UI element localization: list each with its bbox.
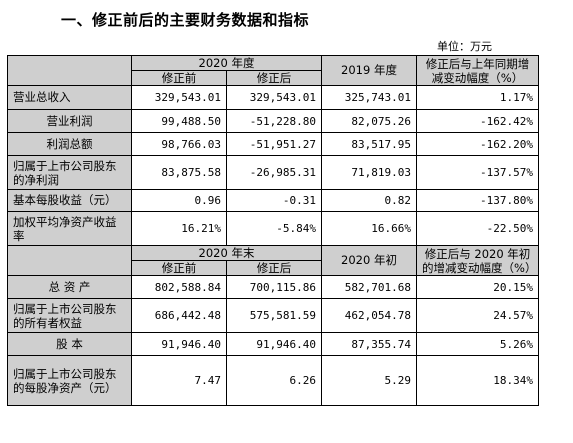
prior-value: 87,355.74 xyxy=(321,332,418,356)
before-value: 99,488.50 xyxy=(131,109,227,133)
row-label: 营业总收入 xyxy=(7,85,132,110)
change-value: -137.80% xyxy=(416,189,540,212)
financial-table: 2020 年度 2019 年度 修正后与上年同期增减变动幅度（%） 修正前 修正… xyxy=(7,55,540,406)
before-value: 0.96 xyxy=(131,189,227,212)
section1-header-row: 2020 年度 2019 年度 修正后与上年同期增减变动幅度（%） xyxy=(7,55,540,86)
change-value: -22.50% xyxy=(416,211,540,246)
after-value: -51,228.80 xyxy=(225,109,323,133)
after-value: -51,951.27 xyxy=(225,132,323,156)
table-row: 营业总收入 329,543.01 329,543.01 325,743.01 1… xyxy=(7,85,540,110)
table-row: 利润总额 98,766.03 -51,951.27 83,517.95 -162… xyxy=(7,132,540,156)
before-value: 686,442.48 xyxy=(131,298,227,333)
change-value: 24.57% xyxy=(416,298,540,333)
table-row: 归属于上市公司股东的净利润 83,875.58 -26,985.31 71,81… xyxy=(7,155,540,190)
period-header: 2020 年度 xyxy=(130,55,323,71)
table-row: 归属于上市公司股东的所有者权益 686,442.48 575,581.59 46… xyxy=(7,298,540,333)
change-value: 18.34% xyxy=(416,355,540,406)
prior-period-header: 2020 年初 xyxy=(321,245,418,276)
change-value: -137.57% xyxy=(416,155,540,190)
table-row: 加权平均净资产收益率 16.21% -5.84% 16.66% -22.50% xyxy=(7,211,540,246)
change-value: -162.20% xyxy=(416,132,540,156)
row-label: 营业利润 xyxy=(7,109,132,133)
section1-subheader-row: 修正前 修正后 xyxy=(8,70,539,86)
change-value: 1.17% xyxy=(416,85,540,110)
prior-value: 71,819.03 xyxy=(321,155,418,190)
before-header: 修正前 xyxy=(131,70,227,86)
before-value: 83,875.58 xyxy=(131,155,227,190)
table-row: 营业利润 99,488.50 -51,228.80 82,075.26 -162… xyxy=(7,109,540,133)
table-row: 股 本 91,946.40 91,946.40 87,355.74 5.26% xyxy=(7,332,540,356)
before-value: 329,543.01 xyxy=(131,85,227,110)
change-value: -162.42% xyxy=(416,109,540,133)
after-value: -26,985.31 xyxy=(225,155,323,190)
prior-value: 0.82 xyxy=(321,189,418,212)
row-label: 归属于上市公司股东的净利润 xyxy=(7,155,132,190)
row-label: 利润总额 xyxy=(7,132,132,156)
before-value: 16.21% xyxy=(131,211,227,246)
after-value: 329,543.01 xyxy=(225,85,323,110)
prior-value: 5.29 xyxy=(321,355,418,406)
change-value: 5.26% xyxy=(416,332,540,356)
period-header: 2020 年末 xyxy=(130,245,323,261)
table-row: 归属于上市公司股东的每股净资产（元） 7.47 6.26 5.29 18.34% xyxy=(7,355,540,406)
after-value: 91,946.40 xyxy=(225,332,323,356)
after-value: -5.84% xyxy=(225,211,323,246)
section-title: 一、修正前后的主要财务数据和指标 xyxy=(61,11,310,29)
after-header: 修正后 xyxy=(225,260,323,276)
table-row: 基本每股收益（元） 0.96 -0.31 0.82 -137.80% xyxy=(7,189,540,212)
section2-header-row: 2020 年末 2020 年初 修正后与 2020 年初的增减变动幅度（%） xyxy=(7,245,540,276)
after-value: 700,115.86 xyxy=(225,275,323,299)
row-label: 股 本 xyxy=(7,332,132,356)
after-value: -0.31 xyxy=(225,189,323,212)
before-value: 98,766.03 xyxy=(131,132,227,156)
before-value: 802,588.84 xyxy=(131,275,227,299)
before-header: 修正前 xyxy=(131,260,227,276)
prior-period-header: 2019 年度 xyxy=(321,55,418,86)
change-value: 20.15% xyxy=(416,275,540,299)
prior-value: 16.66% xyxy=(321,211,418,246)
prior-value: 325,743.01 xyxy=(321,85,418,110)
row-label: 基本每股收益（元） xyxy=(7,189,132,212)
row-label: 归属于上市公司股东的所有者权益 xyxy=(7,298,132,333)
row-label: 加权平均净资产收益率 xyxy=(7,211,132,246)
prior-value: 582,701.68 xyxy=(321,275,418,299)
before-value: 91,946.40 xyxy=(131,332,227,356)
after-header: 修正后 xyxy=(225,70,323,86)
row-label: 归属于上市公司股东的每股净资产（元） xyxy=(7,355,132,406)
unit-label: 单位：万元 xyxy=(437,40,492,53)
row-label: 总 资 产 xyxy=(7,275,132,299)
change-header: 修正后与 2020 年初的增减变动幅度（%） xyxy=(416,245,540,276)
before-value: 7.47 xyxy=(131,355,227,406)
section2-subheader-row: 修正前 修正后 xyxy=(8,260,539,276)
corner-cell xyxy=(7,245,132,276)
prior-value: 82,075.26 xyxy=(321,109,418,133)
after-value: 6.26 xyxy=(225,355,323,406)
corner-cell xyxy=(7,55,132,86)
change-header: 修正后与上年同期增减变动幅度（%） xyxy=(416,55,540,86)
prior-value: 83,517.95 xyxy=(321,132,418,156)
after-value: 575,581.59 xyxy=(225,298,323,333)
table-row: 总 资 产 802,588.84 700,115.86 582,701.68 2… xyxy=(7,275,540,299)
prior-value: 462,054.78 xyxy=(321,298,418,333)
